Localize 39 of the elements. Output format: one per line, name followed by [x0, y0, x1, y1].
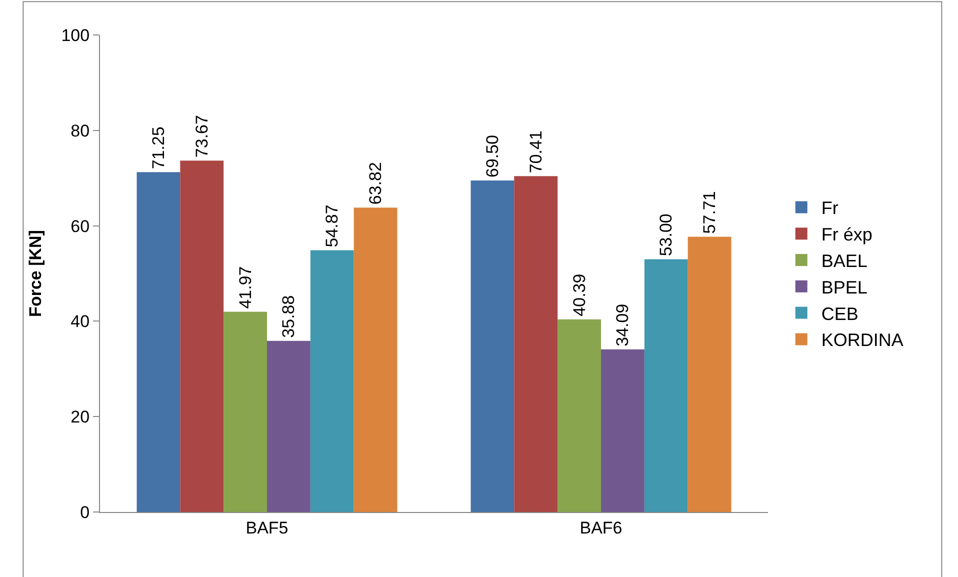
bar [267, 340, 310, 512]
legend-label: KORDINA [821, 330, 904, 350]
bar [180, 160, 224, 512]
legend-label: BPEL [821, 277, 868, 298]
legend-label: Fr [821, 198, 838, 218]
data-label: 73.67 [192, 115, 212, 158]
y-tick-label: 20 [70, 408, 90, 427]
bar [224, 312, 267, 512]
data-label: 53.00 [656, 214, 676, 256]
x-tick-label: BAF5 [246, 518, 288, 538]
data-label: 57.71 [700, 191, 720, 234]
bar [310, 250, 354, 512]
legend-label: CEB [821, 304, 858, 324]
legend-label: Fr éxp [821, 224, 872, 245]
data-label: 54.87 [322, 204, 342, 248]
data-label: 34.09 [613, 304, 632, 346]
y-tick-label: 100 [61, 26, 90, 45]
data-label: 63.82 [366, 162, 386, 205]
data-label: 41.97 [236, 266, 255, 309]
data-label: 70.41 [526, 130, 546, 174]
bar [514, 176, 558, 512]
data-label: 40.39 [570, 274, 589, 316]
bar [354, 208, 398, 512]
bar [688, 236, 732, 512]
bar [558, 319, 601, 512]
y-axis-title: Force [KN] [26, 230, 45, 317]
y-tick-label: 40 [70, 312, 90, 332]
y-tick-label: 0 [80, 502, 90, 522]
x-tick-label: BAF6 [580, 518, 622, 538]
bar [601, 349, 644, 512]
bar [644, 259, 688, 512]
y-tick-label: 80 [70, 121, 90, 140]
legend-label: BAEL [821, 251, 868, 272]
data-label: 69.50 [482, 134, 502, 178]
y-tick-label: 60 [70, 216, 90, 236]
bar [136, 172, 180, 512]
data-label: 35.88 [279, 295, 298, 338]
data-label: 71.25 [148, 126, 168, 170]
bar [470, 180, 514, 512]
